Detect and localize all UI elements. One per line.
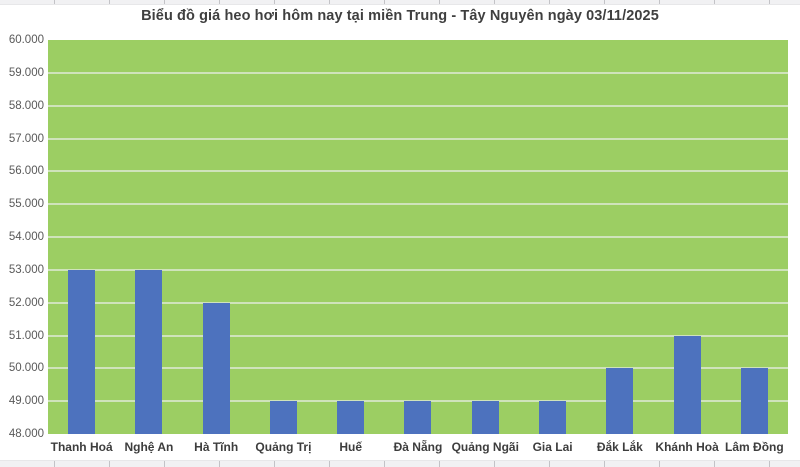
bar-column-10 <box>653 40 720 434</box>
bar-column-1 <box>48 40 115 434</box>
bar-column-7 <box>452 40 519 434</box>
bar <box>673 335 701 434</box>
x-axis: Thanh Hoá Nghệ An Hà Tĩnh Quảng Trị Huế Đà Nẵ… <box>48 438 788 458</box>
gridline <box>48 334 788 337</box>
y-axis-tick-label: 59.000 <box>8 66 44 79</box>
gridline <box>48 137 788 140</box>
bars-layer <box>48 40 788 434</box>
y-axis-tick-label: 55.000 <box>8 198 44 211</box>
x-axis-label: Đà Nẵng <box>393 440 443 454</box>
y-axis-tick-label: 60.000 <box>8 34 44 46</box>
x-axis-label: Huế <box>339 440 363 454</box>
y-axis-tick-label: 53.000 <box>8 263 44 276</box>
x-axis-label: Quảng Ngãi <box>451 440 519 454</box>
bar <box>740 368 768 434</box>
y-axis-tick-label: 57.000 <box>8 132 44 145</box>
y-axis-tick-label: 54.000 <box>8 231 44 243</box>
bar <box>538 401 566 434</box>
gridline <box>48 301 788 304</box>
bar-column-2 <box>115 40 182 434</box>
x-axis-label: Đắk Lắk <box>596 440 643 454</box>
plot-background <box>48 40 788 434</box>
bar <box>135 269 163 434</box>
bar-column-6 <box>384 40 451 434</box>
gridline <box>48 71 788 74</box>
gridline <box>48 400 788 403</box>
bar-column-11 <box>721 40 788 434</box>
gridline <box>48 203 788 206</box>
x-axis-label: Khánh Hoà <box>655 440 719 454</box>
x-axis-label: Hà Tĩnh <box>194 440 239 454</box>
bar <box>68 269 96 434</box>
chart-title: Biểu đồ giá heo hơi hôm nay tại miền Tru… <box>141 8 659 24</box>
bar-column-8 <box>519 40 586 434</box>
bar <box>404 401 432 434</box>
gridline <box>48 236 788 238</box>
x-axis-label: Lâm Đồng <box>725 440 784 454</box>
gridline <box>48 268 788 271</box>
bar <box>337 401 365 434</box>
gridline <box>48 104 788 107</box>
bar-column-5 <box>317 40 384 434</box>
bar-column-9 <box>586 40 653 434</box>
top-edge-strip <box>0 0 800 5</box>
gridline <box>48 367 788 370</box>
y-axis-tick-label: 52.000 <box>8 296 44 309</box>
y-axis-tick-label: 50.000 <box>8 362 44 375</box>
bar <box>202 302 230 434</box>
bar-column-4 <box>250 40 317 434</box>
plot-area <box>48 40 788 434</box>
y-axis-tick-label: 51.000 <box>8 329 44 342</box>
bar <box>269 401 297 434</box>
gridline <box>48 170 788 173</box>
bar <box>471 401 499 434</box>
x-axis-label: Thanh Hoá <box>50 440 113 454</box>
y-axis-tick-label: 58.000 <box>8 99 44 112</box>
bottom-edge-strip <box>0 460 800 467</box>
y-axis-tick-label: 48.000 <box>8 428 44 440</box>
x-axis-label: Quảng Trị <box>255 440 312 454</box>
x-axis-label: Gia Lai <box>532 440 573 454</box>
x-axis-label: Nghệ An <box>124 440 174 454</box>
y-axis: 60.000 59.000 58.000 57.000 56.000 55.000 54.0… <box>0 34 44 440</box>
bar <box>606 368 634 434</box>
y-axis-tick-label: 49.000 <box>8 395 44 408</box>
y-axis-tick-label: 56.000 <box>8 165 44 178</box>
bar-column-3 <box>183 40 250 434</box>
